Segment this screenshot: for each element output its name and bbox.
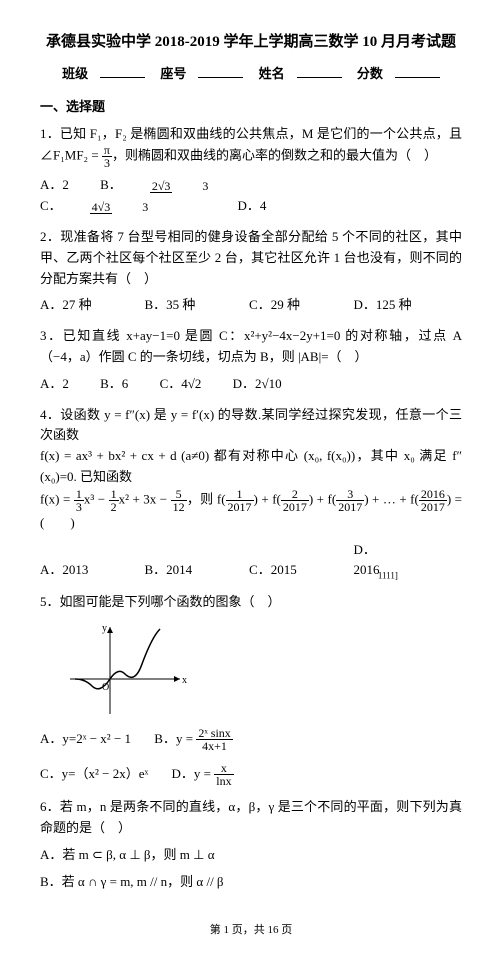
axis-x-label: x <box>182 675 187 686</box>
question-6: 6．若 m，n 是两条不同的直线，α，β，γ 是三个不同的平面，则下列为真命题的… <box>40 797 462 839</box>
q1-frac-pi3: π3 <box>102 144 112 169</box>
q1-opt-d: D．4 <box>238 196 267 217</box>
q5-graph: x y O <box>60 619 190 719</box>
blank-class <box>100 65 145 78</box>
header-fields: 班级 座号 姓名 分数 <box>40 64 462 85</box>
q5-opt-b: B．y = 2ˣ sinx4x+1 <box>154 731 233 746</box>
axis-y-label: y <box>102 623 107 634</box>
q2-opt-b: B．35 种 <box>145 295 246 316</box>
label-name: 姓名 <box>259 64 285 85</box>
q4-options: A．2013 B．2014 C．2015 D．20161111] <box>40 540 462 583</box>
question-2: 2．现准备将 7 台型号相同的健身设备全部分配给 5 个不同的社区，其中甲、乙两… <box>40 227 462 289</box>
q4-line3: f(x) = 13x³ − 12x² + 3x − 512，则 f(12017)… <box>40 488 462 534</box>
q3-opt-c: C．4√2 <box>160 374 202 395</box>
page-title: 承德县实验中学 2018-2019 学年上学期高三数学 10 月月考试题 <box>40 30 462 54</box>
q4-line2: f(x) = ax³ + bx² + cx + d (a≠0) 都有对称中心 (… <box>40 446 462 488</box>
blank-seat <box>198 65 243 78</box>
q2-opt-a: A．27 种 <box>40 295 141 316</box>
label-score: 分数 <box>357 64 383 85</box>
q5-opt-d: D．y = xlnx <box>172 766 234 781</box>
question-5: 5．如图可能是下列哪个函数的图象（ ） <box>40 592 462 613</box>
q1-opt-c: C．4√33 <box>40 196 206 217</box>
section-1-heading: 一、选择题 <box>40 97 462 118</box>
q2-opt-d: D．125 种 <box>354 295 455 316</box>
q3-opt-d: D．2√10 <box>233 374 282 395</box>
q4-opt-b: B．2014 <box>145 560 246 581</box>
q1-options: A．2 B．2√33 C．4√33 D．4 <box>40 175 462 217</box>
q6-opt-a: A．若 m ⊂ β, α ⊥ β，则 m ⊥ α <box>40 845 462 866</box>
question-1: 1．已知 F₁，F₂ 是椭圆和双曲线的公共焦点，M 是它们的一个公共点，且 ∠F… <box>40 124 462 170</box>
q3-opt-b: B．6 <box>100 374 128 395</box>
q5-options-row2: C．y=（x² − 2x）eˣ D．y = xlnx <box>40 762 462 787</box>
q4-line1: 4．设函数 y = f″(x) 是 y = f′(x) 的导数.某同学经过探究发… <box>40 405 462 447</box>
blank-score <box>395 65 440 78</box>
q4-opt-d: D．20161111] <box>354 540 455 583</box>
q4-opt-c: C．2015 <box>249 560 350 581</box>
q3-opt-a: A．2 <box>40 374 69 395</box>
q5-options-row1: A．y=2ˣ − x² − 1 B．y = 2ˣ sinx4x+1 <box>40 727 462 752</box>
label-class: 班级 <box>62 64 88 85</box>
q5-opt-a: A．y=2ˣ − x² − 1 <box>40 731 131 746</box>
q6-opt-b: B．若 α ∩ γ = m, m // n，则 α // β <box>40 872 462 893</box>
q1-opt-a: A．2 <box>40 175 69 196</box>
label-seat: 座号 <box>160 64 186 85</box>
q2-options: A．27 种 B．35 种 C．29 种 D．125 种 <box>40 295 462 316</box>
q2-opt-c: C．29 种 <box>249 295 350 316</box>
question-3: 3．已知直线 x+ay−1=0 是圆 C：x²+y²−4x−2y+1=0 的对称… <box>40 326 462 368</box>
q4-ref: 1111] <box>378 570 398 580</box>
q4-opt-a: A．2013 <box>40 560 141 581</box>
page-footer: 第 1 页，共 16 页 <box>40 922 462 940</box>
blank-name <box>297 65 342 78</box>
q5-opt-c: C．y=（x² − 2x）eˣ <box>40 766 148 781</box>
question-4: 4．设函数 y = f″(x) 是 y = f′(x) 的导数.某同学经过探究发… <box>40 405 462 534</box>
q3-options: A．2 B．6 C．4√2 D．2√10 <box>40 374 462 395</box>
q1-text-b: ，则椭圆和双曲线的离心率的倒数之和的最大值为（ ） <box>112 148 437 163</box>
q1-opt-b: B．2√33 <box>100 175 266 196</box>
